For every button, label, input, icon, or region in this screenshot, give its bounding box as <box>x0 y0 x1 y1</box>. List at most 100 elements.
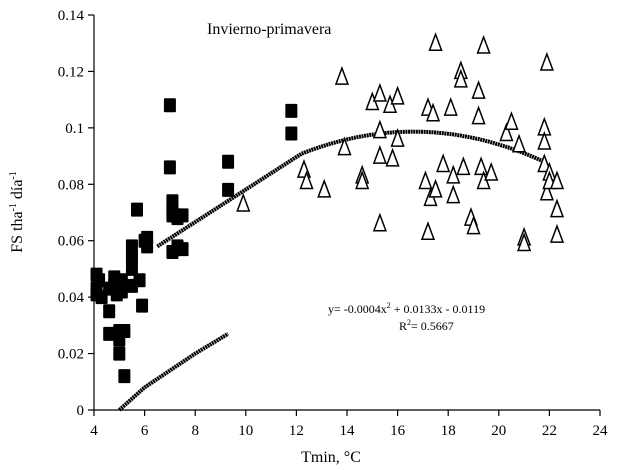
data-point-square <box>141 239 154 254</box>
data-point-square <box>103 304 116 319</box>
data-point-triangle <box>499 122 514 142</box>
x-tick-label: 18 <box>441 423 456 439</box>
data-point-triangle <box>471 105 486 125</box>
data-point-square <box>176 208 189 223</box>
x-tick-label: 10 <box>238 423 253 439</box>
data-point-triangle <box>390 128 405 147</box>
trendline-2 <box>117 332 230 412</box>
y-title-sup-2: -1 <box>8 171 19 179</box>
y-tick-label: 0.1 <box>65 121 84 137</box>
x-tick-label: 12 <box>289 423 304 439</box>
data-point-triangle <box>453 68 468 88</box>
r2-superscript: 2 <box>407 318 411 327</box>
x-axis-title: Tmin, °C <box>301 449 361 466</box>
data-point-triangle <box>511 133 527 153</box>
data-point-square <box>133 273 146 288</box>
data-point-square <box>115 273 128 288</box>
x-tick-label: 22 <box>542 423 557 439</box>
data-point-triangle <box>425 102 441 122</box>
x-axis-ticks: 4 6 8 10 12 14 16 18 20 22 24 <box>90 410 608 439</box>
data-point-triangle <box>466 215 481 235</box>
y-tick-label: 0.06 <box>58 234 85 250</box>
data-point-triangle <box>390 85 405 105</box>
data-point-square <box>136 298 149 313</box>
data-point-triangle <box>539 181 554 201</box>
data-point-triangle <box>236 192 251 212</box>
data-point-triangle <box>549 170 565 190</box>
y-tick-label: 0.14 <box>58 8 85 24</box>
data-point-triangle <box>476 34 491 54</box>
data-point-triangle <box>334 65 350 85</box>
y-tick-label: 0.04 <box>58 290 85 306</box>
data-point-square <box>163 98 176 113</box>
data-point-triangle <box>517 232 532 252</box>
data-point-square <box>93 273 106 288</box>
y-tick-label: 0.02 <box>58 347 84 363</box>
data-point-triangle <box>385 147 400 167</box>
data-point-square <box>103 326 116 341</box>
data-point-triangle <box>446 184 461 204</box>
data-point-square <box>222 154 235 169</box>
equation-superscript: 2 <box>387 301 391 310</box>
y-axis-ticks: 0 0.02 0.04 0.06 0.08 0.1 0.12 0.14 <box>58 8 94 419</box>
data-point-triangle <box>504 111 519 130</box>
data-point-triangle <box>443 96 458 116</box>
data-point-triangle <box>299 170 314 190</box>
x-tick-label: 24 <box>593 423 609 439</box>
x-tick-label: 14 <box>340 423 356 439</box>
data-point-triangle <box>372 144 387 164</box>
data-point-triangle <box>474 156 489 176</box>
data-point-triangle <box>549 198 565 218</box>
trendlines <box>117 129 548 412</box>
data-point-square <box>285 103 298 118</box>
data-point-triangle <box>428 178 443 198</box>
data-point-square <box>118 324 131 338</box>
x-tick-label: 6 <box>141 423 149 439</box>
r2-label: R2= 0.5667 <box>399 318 454 333</box>
data-point-square <box>113 346 126 361</box>
y-tick-label: 0.08 <box>58 177 84 193</box>
y-axis-title: FS tha-1 día-1 <box>8 171 26 253</box>
data-point-square <box>176 242 189 257</box>
equation-part-2: + 0.0133x - 0.0119 <box>391 302 485 316</box>
trendline-1 <box>156 129 548 249</box>
data-point-triangle <box>537 130 552 150</box>
data-point-triangle <box>549 223 565 243</box>
equation-part-1: y= -0.0004x <box>328 302 387 316</box>
x-tick-label: 16 <box>390 423 406 439</box>
data-point-triangle <box>471 80 486 99</box>
data-point-triangle <box>372 119 387 139</box>
chart-title: Invierno-primavera <box>207 21 331 38</box>
data-point-square <box>131 202 144 217</box>
data-point-square <box>115 284 128 299</box>
x-tick-label: 20 <box>491 423 506 439</box>
data-point-triangle <box>372 212 387 232</box>
data-point-triangle <box>428 32 443 51</box>
x-tick-label: 8 <box>191 423 199 439</box>
y-title-part-2: día <box>9 180 26 204</box>
data-point-triangle <box>420 221 436 240</box>
data-point-square <box>125 239 138 254</box>
data-point-triangle <box>337 136 352 156</box>
data-markers <box>90 32 565 384</box>
x-tick-label: 4 <box>90 423 98 439</box>
data-point-triangle <box>456 156 471 176</box>
data-point-square <box>125 250 138 265</box>
data-point-triangle <box>418 170 433 190</box>
r2-part-1: R <box>399 319 407 333</box>
data-point-triangle <box>296 159 312 178</box>
data-point-triangle <box>372 82 387 102</box>
y-tick-label: 0 <box>77 403 85 419</box>
data-point-square <box>125 261 138 276</box>
y-title-sup-1: -1 <box>8 203 19 211</box>
data-point-triangle <box>317 178 332 198</box>
data-point-square <box>285 126 298 141</box>
equation-label: y= -0.0004x2 + 0.0133x - 0.0119 <box>328 301 485 316</box>
y-tick-label: 0.12 <box>58 64 84 80</box>
data-point-square <box>118 369 131 384</box>
data-point-square <box>163 160 176 175</box>
r2-part-2: = 0.5667 <box>411 319 454 333</box>
data-point-triangle <box>539 51 554 71</box>
data-point-triangle <box>355 170 370 190</box>
